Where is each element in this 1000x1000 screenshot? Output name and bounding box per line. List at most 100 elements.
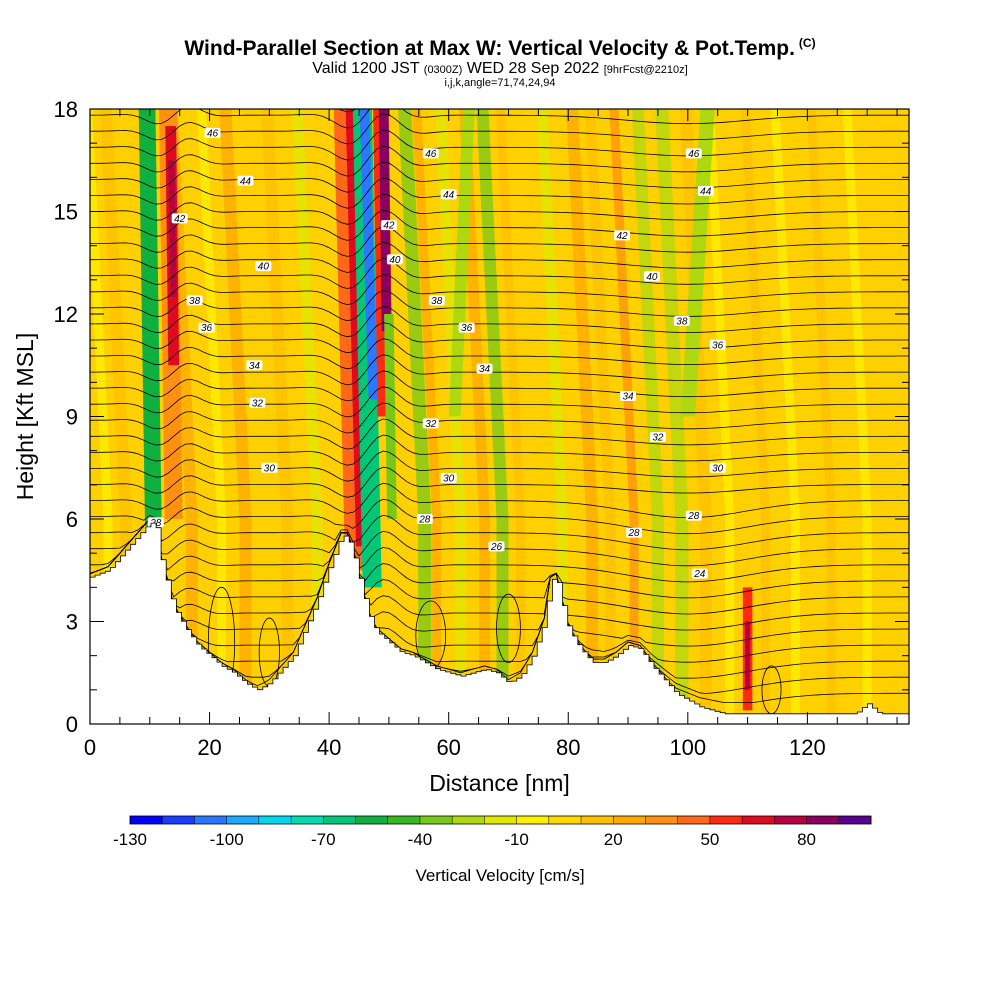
colorbar-label: Vertical Velocity [cm/s] [415,866,584,885]
contour-label-bg [386,254,403,265]
isentrope-line [90,518,909,663]
velocity-band [655,109,689,724]
valid-date: WED 28 Sep 2022 [466,60,600,77]
contour-label: 28 [687,511,700,522]
isentrope-line [90,518,909,647]
velocity-band [196,109,227,724]
velocity-band [219,109,252,724]
contour-label-bg [709,339,726,350]
title-suffix: (C) [798,36,816,50]
isentrope-line [90,257,909,289]
contour-label-bg [673,315,690,326]
y-tick-label: 15 [54,200,78,225]
isentrope-line [90,518,909,583]
contour-label: 42 [616,231,628,242]
colorbar-swatch [677,816,711,824]
velocity-band [770,109,800,724]
contour-label: 40 [389,255,401,266]
chart-subtitle: Valid 1200 JST (0300Z) WED 28 Sep 2022 [… [0,60,1000,78]
contour-label: 32 [252,398,264,409]
colorbar-tick-label: -100 [210,830,244,849]
colorbar-swatch [484,816,517,824]
velocity-band [584,109,616,724]
isentrope-line [90,514,909,551]
velocity-band [609,109,639,724]
colorbar-swatch [613,816,646,824]
colorbar-swatch [419,816,453,824]
contour-label: 36 [461,323,473,334]
contour-label-bg [685,510,702,521]
cold-pool-contour [496,593,521,663]
colorbar-tick-label: -10 [504,830,529,849]
colorbar-swatch [548,816,582,824]
valid-time: Valid 1200 JST [312,60,420,77]
contour-label: 36 [201,323,213,334]
isentrope-line [90,338,909,370]
contour-label: 44 [700,187,712,198]
contour-label-bg [422,418,439,429]
contour-label-bg [685,148,702,159]
contour-label: 46 [688,149,700,160]
isentrope-line [90,518,909,679]
contour-label-bg [626,527,643,538]
chart-subtitle-indices: i,j,k,angle=71,74,24,94 [444,77,556,89]
contour-label: 30 [443,474,455,485]
isentrope-line [90,466,909,498]
contour-label: 42 [383,221,395,232]
contour-label-bg [691,568,708,579]
colorbar-swatch [291,816,324,824]
contour-label-bg [261,462,278,473]
colorbar-tick-label: 20 [604,830,623,849]
isentrope-line [90,290,909,322]
isentrope-line [90,161,909,193]
colorbar-swatch [645,816,678,824]
contour-label-bg [237,175,254,186]
colorbar-swatch [774,816,807,824]
isentrope-line [90,518,909,599]
contour-label-bg [246,360,263,371]
contour-label-bg [614,230,631,241]
contour-label-bg [255,261,272,272]
isentrope-line [90,434,909,466]
contour-label-bg [186,295,203,306]
colorbar-swatch [162,816,195,824]
velocity-field: 46 46 46 44 44 44 42 42 42 40 40 40 38 38 38 36 36 36 34 34… [90,109,909,724]
velocity-band [536,109,568,724]
contour-label: 30 [712,463,724,474]
contour-label: 46 [207,128,219,139]
contour-label: 28 [418,515,431,526]
colorbar-tick-label: 50 [700,830,719,849]
isentrope-line [90,518,909,615]
contour-label-bg [198,322,215,333]
isentrope-line [90,177,909,209]
colorbar-swatch [130,816,163,824]
contour-label: 34 [479,364,491,375]
y-tick-label: 6 [66,507,78,532]
isentrope-line [90,274,909,306]
colorbar-tick-label: -40 [408,830,433,849]
y-axis-label: Height [Kft MSL] [12,333,38,500]
isentrope-line [90,322,909,354]
terrain-mask [89,522,910,725]
colorbar-swatch [323,816,356,824]
contour-label: 24 [693,569,706,580]
contour-label-bg [204,127,221,138]
x-tick-label: 120 [789,735,826,760]
y-tick-label: 0 [66,712,78,737]
contour-label: 38 [676,316,688,327]
contour-label-bg [440,473,457,483]
isentrope-line [90,518,909,631]
colorbar-swatch [226,816,260,824]
x-tick-label: 80 [556,735,580,760]
colorbar-swatch [516,816,550,824]
contour-label: 42 [174,214,186,225]
chart-title: Wind-Parallel Section at Max W: Vertical… [0,36,1000,61]
y-tick-label: 12 [54,302,78,327]
contour-label: 44 [443,190,455,201]
colorbar-swatch [258,816,292,824]
velocity-band [842,109,872,724]
contour-label: 40 [258,262,270,273]
contour-label-bg [440,189,457,200]
isentrope-line [90,418,909,450]
y-tick-label: 18 [54,97,78,122]
